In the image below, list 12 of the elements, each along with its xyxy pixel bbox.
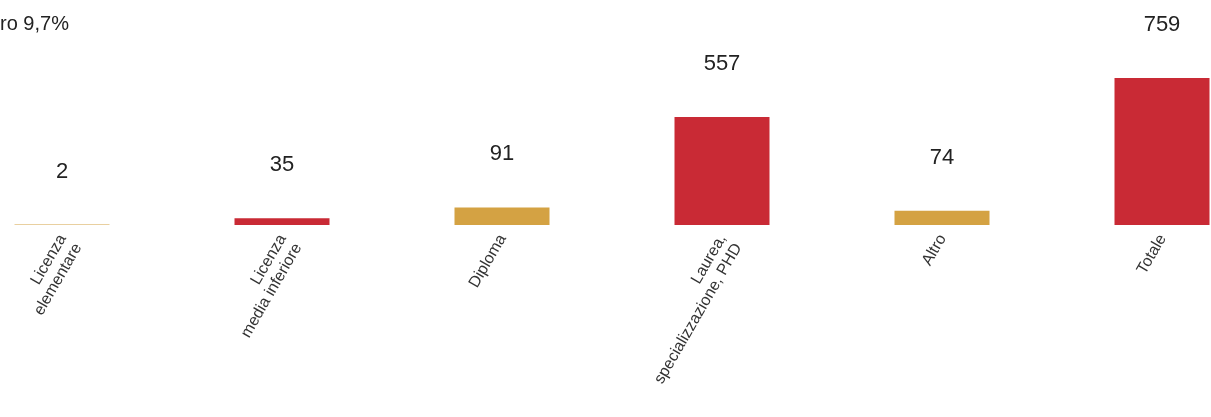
data-label: 74 [929,143,955,169]
text: ro 9,7% [0,12,70,34]
bar [894,210,990,225]
bar [454,207,550,225]
bar [234,218,330,225]
bar [1114,78,1210,225]
data-label: 91 [489,140,515,166]
bar [674,117,770,225]
data-label: 35 [269,151,295,177]
data-label: 557 [703,50,741,76]
data-label: 759 [1143,11,1181,36]
data-label: 2 [55,157,69,183]
